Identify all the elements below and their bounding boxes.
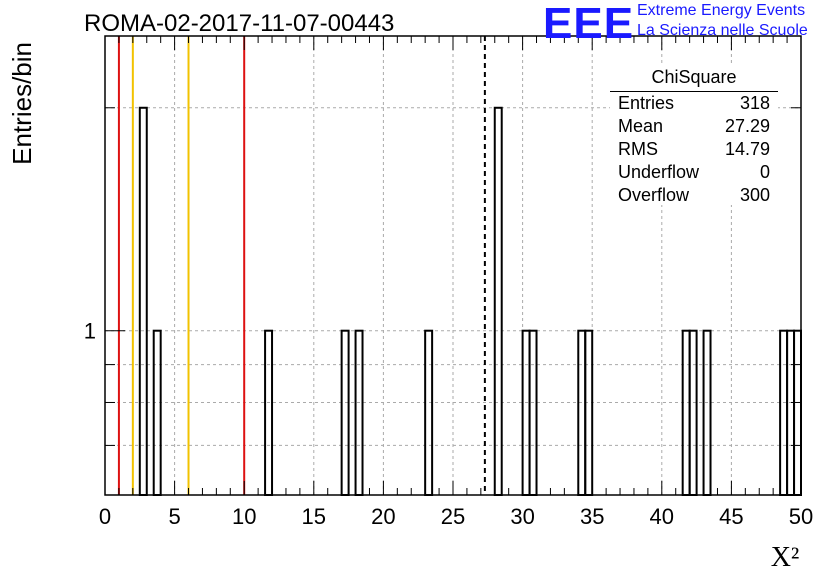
x-tick-label: 35	[580, 504, 604, 529]
x-tick-label: 40	[650, 504, 674, 529]
histogram-bar	[779, 329, 789, 496]
histogram-bar	[786, 329, 796, 496]
stats-key: Underflow	[618, 162, 700, 182]
histogram-bar	[528, 329, 538, 496]
y-tick-label: 1	[84, 319, 96, 344]
histogram-bar	[702, 329, 712, 496]
stats-row-mean: Mean 27.29	[618, 116, 770, 138]
histogram-bar	[681, 329, 691, 496]
histogram-bar	[493, 106, 503, 496]
histogram-bar	[521, 329, 531, 496]
stats-value: 27.29	[724, 116, 770, 136]
stats-box: ChiSquare Entries 318 Mean 27.29 RMS 14.…	[610, 65, 778, 205]
histogram-bar	[793, 329, 802, 496]
stats-value: 318	[739, 93, 770, 113]
histogram-bar	[688, 329, 698, 496]
stats-value: 0	[759, 162, 770, 182]
histogram-bar	[264, 329, 274, 496]
histogram-bar	[138, 106, 148, 496]
histogram-bar	[424, 329, 434, 496]
y-axis-label: Entries/bin	[7, 42, 37, 165]
eee-logo: EEE Extreme Energy Events La Scienza nel…	[543, 0, 835, 48]
histogram-bar	[584, 329, 594, 496]
stats-key: RMS	[618, 139, 658, 159]
stats-row-entries: Entries 318	[618, 93, 770, 115]
stats-key: Entries	[618, 93, 675, 113]
stats-row-underflow: Underflow 0	[618, 162, 770, 184]
stats-key: Overflow	[618, 185, 690, 205]
histogram-bar	[152, 329, 162, 496]
stats-divider	[610, 91, 778, 92]
logo-line-2: La Scienza nelle Scuole	[637, 22, 808, 39]
histogram-bar	[354, 329, 364, 496]
stats-value: 300	[739, 185, 770, 205]
x-tick-label: 25	[441, 504, 465, 529]
x-tick-label: 0	[99, 504, 111, 529]
stats-title: ChiSquare	[651, 67, 737, 87]
x-tick-label: 45	[719, 504, 743, 529]
logo-line-1: Extreme Energy Events	[637, 2, 806, 19]
x-tick-label: 20	[371, 504, 395, 529]
x-tick-label: 30	[510, 504, 534, 529]
x-tick-label: 50	[789, 504, 813, 529]
stats-key: Mean	[618, 116, 664, 136]
x-axis-label: X²	[771, 542, 800, 572]
histogram-bar	[577, 329, 587, 496]
logo-mark: EEE	[543, 0, 635, 48]
histogram-bar	[340, 329, 350, 496]
x-tick-label: 15	[302, 504, 326, 529]
stats-row-overflow: Overflow 300	[618, 185, 770, 207]
stats-row-rms: RMS 14.79	[618, 139, 770, 161]
x-tick-label: 10	[232, 504, 256, 529]
chart-title: ROMA-02-2017-11-07-00443	[84, 10, 395, 37]
x-tick-label: 5	[168, 504, 180, 529]
stats-value: 14.79	[724, 139, 770, 159]
